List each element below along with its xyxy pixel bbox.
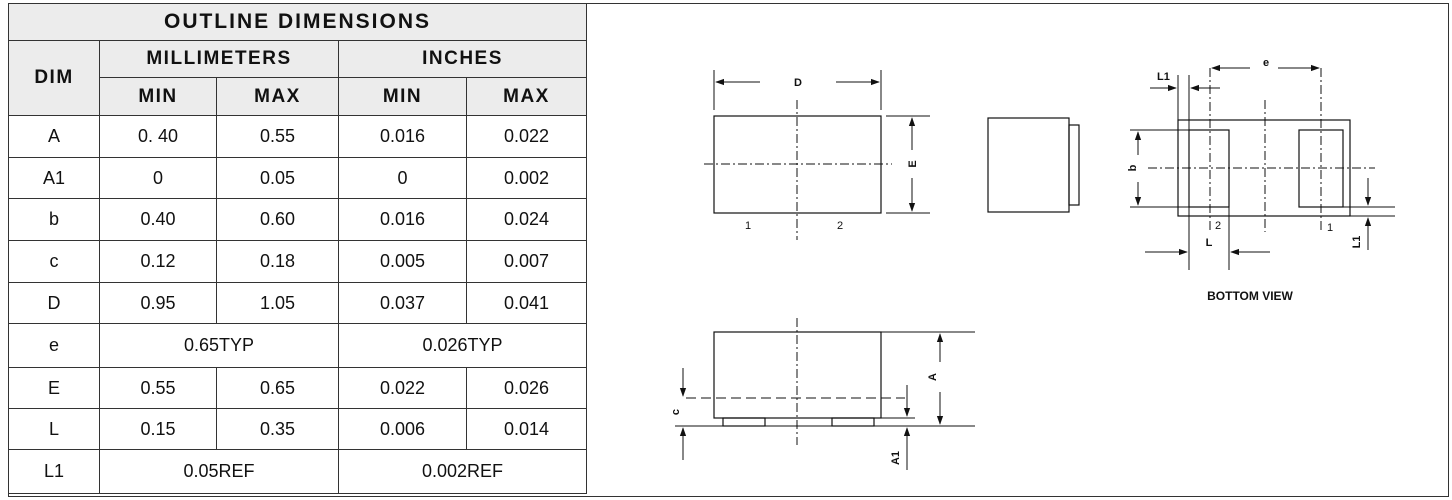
mm-min-header: MIN	[99, 77, 217, 116]
dim-d-label: D	[794, 77, 802, 89]
dim-cell: A	[8, 115, 100, 158]
table-row: A1 0 0.05 0 0.002	[8, 157, 587, 199]
dim-cell: E	[8, 367, 100, 409]
mm-typ-cell: 0.05REF	[99, 449, 339, 494]
side-profile-view	[675, 318, 975, 470]
mm-min-cell: 0. 40	[99, 115, 217, 158]
mm-min-cell: 0.12	[99, 240, 217, 283]
mm-max-cell: 0.35	[216, 408, 339, 450]
in-typ-cell: 0.002REF	[338, 449, 587, 494]
mm-max-header: MAX	[216, 77, 339, 116]
dim-l-label: L	[1206, 237, 1213, 249]
table-row: L 0.15 0.35 0.006 0.014	[8, 408, 587, 450]
dim-l1-side-label: L1	[1351, 236, 1363, 249]
dim-c-label: c	[670, 409, 682, 415]
mm-max-cell: 1.05	[216, 282, 339, 324]
dim-cell: e	[8, 323, 100, 368]
inches-header: INCHES	[338, 40, 587, 78]
in-max-cell: 0.024	[466, 198, 587, 241]
pin-1-label: 1	[745, 220, 751, 232]
in-min-cell: 0.016	[338, 198, 467, 241]
mm-max-cell: 0.65	[216, 367, 339, 409]
mm-min-cell: 0	[99, 157, 217, 199]
side-terminal-right	[831, 417, 875, 427]
in-min-cell: 0.037	[338, 282, 467, 324]
table-row: e 0.65TYP 0.026TYP	[8, 323, 587, 368]
dim-l1-top-label: L1	[1157, 71, 1170, 83]
table-row: D 0.95 1.05 0.037 0.041	[8, 282, 587, 324]
table-row: A 0. 40 0.55 0.016 0.022	[8, 115, 587, 158]
in-max-cell: 0.014	[466, 408, 587, 450]
end-view	[987, 117, 1080, 213]
dim-cell: L1	[8, 449, 100, 494]
dim-b-label: b	[1127, 164, 1139, 171]
in-max-cell: 0.026	[466, 367, 587, 409]
bottom-view	[1130, 64, 1395, 270]
bottom-pin-2-label: 2	[1215, 220, 1221, 232]
mm-max-cell: 0.05	[216, 157, 339, 199]
in-max-cell: 0.007	[466, 240, 587, 283]
dim-e-label: E	[907, 160, 919, 167]
in-min-cell: 0.005	[338, 240, 467, 283]
bottom-pin-1-label: 1	[1327, 222, 1333, 234]
in-typ-cell: 0.026TYP	[338, 323, 587, 368]
in-max-cell: 0.002	[466, 157, 587, 199]
in-max-cell: 0.041	[466, 282, 587, 324]
dim-cell: L	[8, 408, 100, 450]
mm-max-cell: 0.55	[216, 115, 339, 158]
mm-min-cell: 0.55	[99, 367, 217, 409]
bottom-view-caption: BOTTOM VIEW	[1207, 289, 1293, 303]
dim-cell: c	[8, 240, 100, 283]
outline-dimensions-table: OUTLINE DIMENSIONS DIM MILLIMETERS INCHE…	[8, 3, 587, 494]
dim-a1-label: A1	[890, 451, 902, 465]
dim-e-pitch-label: e	[1263, 57, 1269, 69]
dim-cell: D	[8, 282, 100, 324]
table-row: E 0.55 0.65 0.022 0.026	[8, 367, 587, 409]
dim-a-label: A	[927, 373, 939, 381]
dim-cell: A1	[8, 157, 100, 199]
side-terminal-left	[722, 417, 766, 427]
top-view	[704, 70, 930, 240]
in-min-cell: 0	[338, 157, 467, 199]
end-view-body	[987, 117, 1070, 213]
in-min-header: MIN	[338, 77, 467, 116]
in-min-cell: 0.006	[338, 408, 467, 450]
mm-min-cell: 0.95	[99, 282, 217, 324]
mm-min-cell: 0.40	[99, 198, 217, 241]
table-row: L1 0.05REF 0.002REF	[8, 449, 587, 494]
pin-2-label: 2	[837, 220, 843, 232]
